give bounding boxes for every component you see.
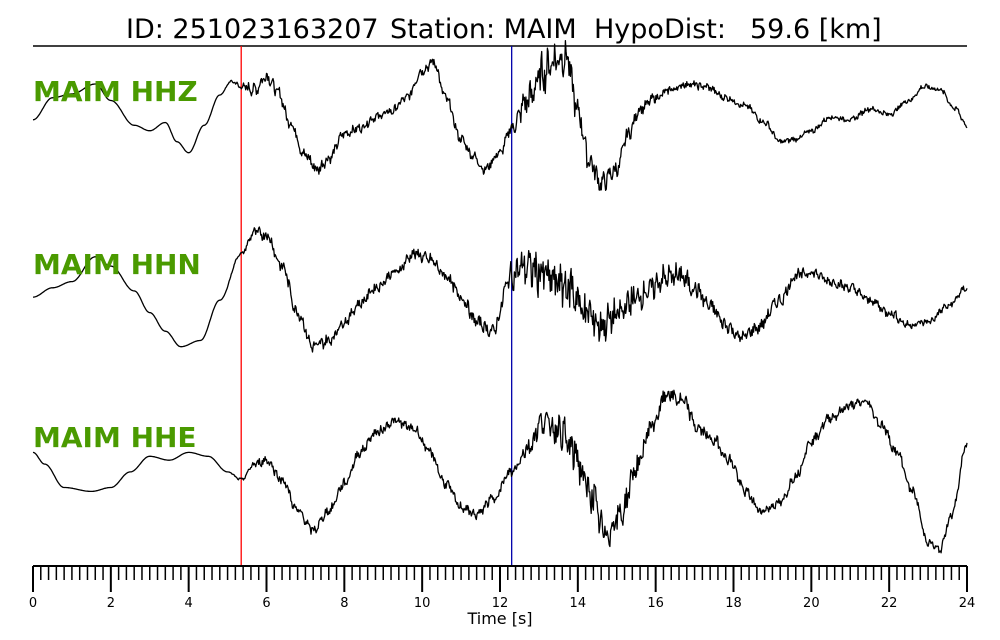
plot-title-id: ID: 251023163207 bbox=[126, 14, 379, 45]
x-tick-label: 22 bbox=[881, 596, 898, 611]
x-axis-label: Time [s] bbox=[466, 609, 532, 628]
trace-label-hhn: MAIM HHN bbox=[33, 248, 201, 281]
x-tick-label: 14 bbox=[570, 596, 587, 611]
trace-label-hhz: MAIM HHZ bbox=[33, 75, 198, 108]
x-tick-label: 8 bbox=[340, 596, 348, 611]
x-tick-label: 6 bbox=[262, 596, 270, 611]
trace-maim-hhn bbox=[33, 226, 968, 353]
x-tick-label: 24 bbox=[959, 596, 976, 611]
x-tick-label: 18 bbox=[725, 596, 742, 611]
pick-markers bbox=[240, 46, 513, 566]
traces bbox=[32, 40, 968, 554]
x-tick-label: 10 bbox=[414, 596, 431, 611]
x-tick-label: 16 bbox=[647, 596, 664, 611]
x-tick-label: 2 bbox=[107, 596, 115, 611]
x-tick-label: 20 bbox=[803, 596, 820, 611]
plot-title-distance-value: 59.6 [km] bbox=[750, 14, 882, 45]
plot-title-station: Station: MAIM bbox=[390, 14, 577, 45]
x-tick-label: 4 bbox=[185, 596, 193, 611]
x-tick-label: 12 bbox=[492, 596, 509, 611]
trace-maim-hhz bbox=[32, 40, 968, 191]
plot-title-distance-label: HypoDist: bbox=[594, 14, 726, 45]
trace-label-hhe: MAIM HHE bbox=[33, 421, 197, 454]
trace-maim-hhe bbox=[32, 389, 968, 554]
time-axis: 0 2 4 6 8 10 12 14 16 18 20 22 24 bbox=[29, 565, 976, 611]
x-tick-label: 0 bbox=[29, 596, 37, 611]
